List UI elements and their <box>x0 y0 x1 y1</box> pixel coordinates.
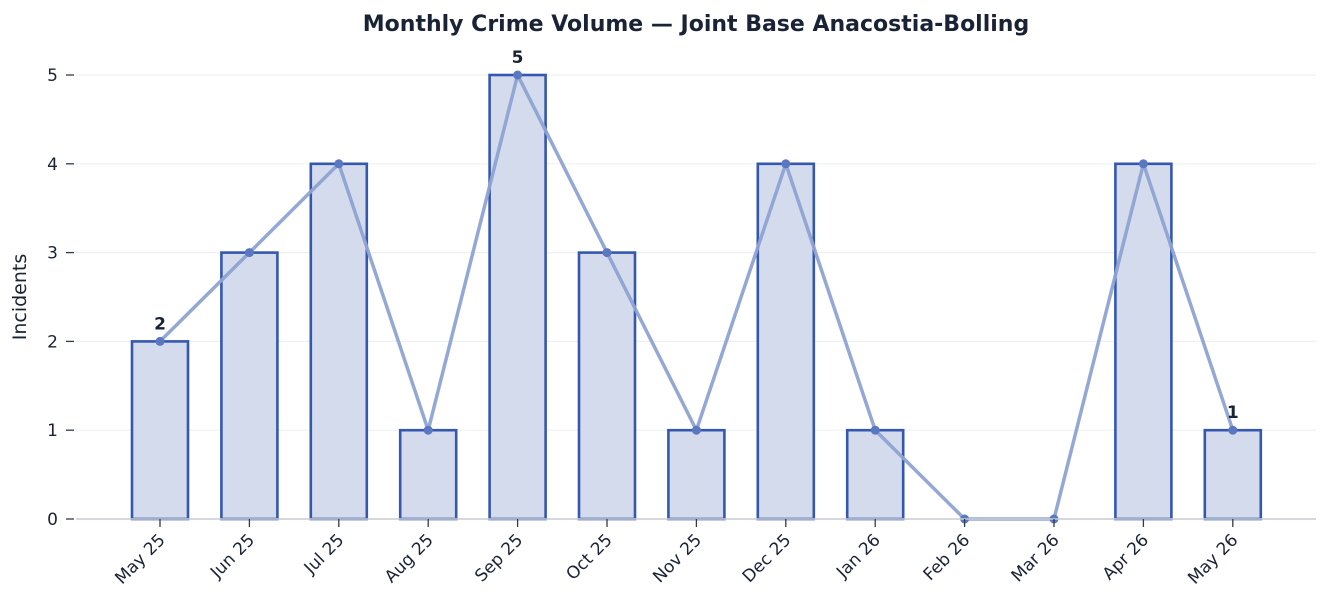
bars <box>130 73 1263 521</box>
line-point <box>781 159 791 169</box>
x-tick-label: May 26 <box>1184 530 1242 588</box>
x-tick-label: Sep 25 <box>471 530 527 586</box>
bar-jan-26 <box>845 428 905 521</box>
x-tick-label: Apr 26 <box>1099 530 1153 584</box>
data-label: 2 <box>154 314 166 334</box>
y-tick-label: 0 <box>47 510 58 530</box>
line-point <box>155 336 165 346</box>
x-tick-label: Dec 25 <box>739 530 796 587</box>
x-tick-label: Jun 25 <box>206 530 259 583</box>
y-axis-label: Incidents <box>9 254 31 341</box>
x-tick-label: Feb 26 <box>920 530 975 585</box>
x-tick-label: Jul 25 <box>300 530 348 578</box>
data-labels: 2 5 1 <box>154 48 1239 423</box>
line-point <box>513 70 523 80</box>
x-tick-label: Nov 25 <box>649 530 706 587</box>
line-point <box>870 425 880 435</box>
line-point <box>1228 425 1238 435</box>
line-point <box>691 425 701 435</box>
line-point <box>244 248 254 258</box>
line-point <box>334 159 344 169</box>
gridlines <box>76 74 1316 431</box>
y-tick-label: 1 <box>47 421 58 441</box>
x-tick-label: May 25 <box>111 530 169 588</box>
line-point <box>423 425 433 435</box>
y-tick-label: 5 <box>47 66 58 86</box>
line-point <box>602 248 612 258</box>
line-point <box>1138 159 1148 169</box>
bar-jun-25 <box>220 251 279 521</box>
data-label: 1 <box>1227 403 1239 423</box>
bar-aug-25 <box>398 428 458 521</box>
x-tick-label: Mar 26 <box>1008 530 1064 586</box>
x-tick-label: Aug 25 <box>381 530 438 587</box>
bar-may-25 <box>130 340 190 521</box>
chart-title: Monthly Crime Volume — Joint Base Anacos… <box>363 12 1029 37</box>
y-tick-label: 4 <box>47 155 58 175</box>
y-tick-label: 3 <box>47 244 58 264</box>
y-tick-label: 2 <box>47 332 58 352</box>
data-label: 5 <box>512 48 524 68</box>
bar-may-26 <box>1203 428 1263 521</box>
bar-nov-25 <box>667 428 726 521</box>
x-tick-label: Oct 25 <box>562 530 616 584</box>
x-tick-label: Jan 26 <box>832 530 885 583</box>
bar-sep-25 <box>488 73 547 521</box>
